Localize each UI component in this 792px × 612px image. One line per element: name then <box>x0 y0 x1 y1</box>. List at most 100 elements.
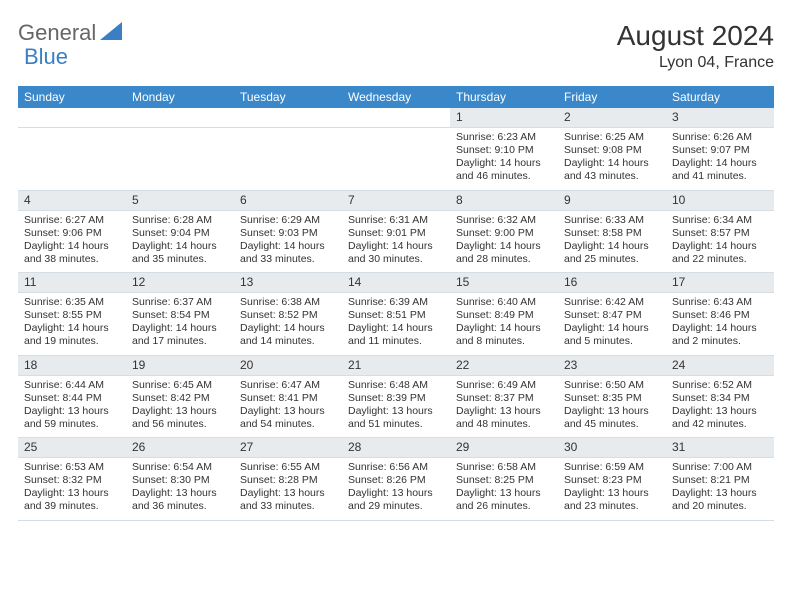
daylight-line: Daylight: 14 hours and 46 minutes. <box>456 157 552 183</box>
day-number-cell: 16 <box>558 273 666 293</box>
day-body-cell: Sunrise: 6:37 AMSunset: 8:54 PMDaylight:… <box>126 293 234 356</box>
day-number-cell: 1 <box>450 108 558 128</box>
sunset-line: Sunset: 8:28 PM <box>240 474 336 487</box>
sunrise-line: Sunrise: 6:54 AM <box>132 461 228 474</box>
weekday-header: Sunday <box>18 86 126 108</box>
day-body-cell: Sunrise: 6:53 AMSunset: 8:32 PMDaylight:… <box>18 458 126 521</box>
daylight-line: Daylight: 14 hours and 30 minutes. <box>348 240 444 266</box>
daylight-line: Daylight: 13 hours and 54 minutes. <box>240 405 336 431</box>
day-body-cell: Sunrise: 6:40 AMSunset: 8:49 PMDaylight:… <box>450 293 558 356</box>
calendar-table: Sunday Monday Tuesday Wednesday Thursday… <box>18 86 774 521</box>
sunset-line: Sunset: 8:52 PM <box>240 309 336 322</box>
sunrise-line: Sunrise: 6:50 AM <box>564 379 660 392</box>
day-number-cell: 23 <box>558 355 666 375</box>
daylight-line: Daylight: 14 hours and 22 minutes. <box>672 240 768 266</box>
sunset-line: Sunset: 8:25 PM <box>456 474 552 487</box>
daylight-line: Daylight: 13 hours and 33 minutes. <box>240 487 336 513</box>
sunrise-line: Sunrise: 6:33 AM <box>564 214 660 227</box>
day-body-cell: Sunrise: 6:48 AMSunset: 8:39 PMDaylight:… <box>342 375 450 438</box>
sunset-line: Sunset: 8:21 PM <box>672 474 768 487</box>
sunrise-line: Sunrise: 6:31 AM <box>348 214 444 227</box>
sunset-line: Sunset: 8:47 PM <box>564 309 660 322</box>
daylight-line: Daylight: 14 hours and 35 minutes. <box>132 240 228 266</box>
day-body-cell: Sunrise: 6:59 AMSunset: 8:23 PMDaylight:… <box>558 458 666 521</box>
logo-text-blue: Blue <box>24 44 68 70</box>
day-number-cell: 8 <box>450 190 558 210</box>
sunrise-line: Sunrise: 6:52 AM <box>672 379 768 392</box>
day-body-cell: Sunrise: 6:28 AMSunset: 9:04 PMDaylight:… <box>126 210 234 273</box>
daylight-line: Daylight: 14 hours and 43 minutes. <box>564 157 660 183</box>
day-number-cell: 28 <box>342 438 450 458</box>
weekday-header: Wednesday <box>342 86 450 108</box>
day-number-cell: 22 <box>450 355 558 375</box>
day-number-cell <box>126 108 234 128</box>
day-number-cell: 2 <box>558 108 666 128</box>
sunrise-line: Sunrise: 6:35 AM <box>24 296 120 309</box>
daylight-line: Daylight: 13 hours and 29 minutes. <box>348 487 444 513</box>
weekday-header: Saturday <box>666 86 774 108</box>
sunrise-line: Sunrise: 6:32 AM <box>456 214 552 227</box>
day-number-cell: 14 <box>342 273 450 293</box>
daylight-line: Daylight: 14 hours and 17 minutes. <box>132 322 228 348</box>
daynum-row: 123 <box>18 108 774 128</box>
day-number-cell: 17 <box>666 273 774 293</box>
sunrise-line: Sunrise: 6:47 AM <box>240 379 336 392</box>
day-body-cell: Sunrise: 6:29 AMSunset: 9:03 PMDaylight:… <box>234 210 342 273</box>
sunset-line: Sunset: 8:55 PM <box>24 309 120 322</box>
day-number-cell: 15 <box>450 273 558 293</box>
sunset-line: Sunset: 8:23 PM <box>564 474 660 487</box>
day-number-cell: 9 <box>558 190 666 210</box>
sunrise-line: Sunrise: 6:29 AM <box>240 214 336 227</box>
daylight-line: Daylight: 13 hours and 59 minutes. <box>24 405 120 431</box>
sunset-line: Sunset: 9:00 PM <box>456 227 552 240</box>
day-number-cell: 11 <box>18 273 126 293</box>
sunrise-line: Sunrise: 6:28 AM <box>132 214 228 227</box>
day-body-cell: Sunrise: 6:54 AMSunset: 8:30 PMDaylight:… <box>126 458 234 521</box>
sunrise-line: Sunrise: 6:56 AM <box>348 461 444 474</box>
day-number-cell: 27 <box>234 438 342 458</box>
day-body-cell <box>234 128 342 191</box>
sunset-line: Sunset: 8:58 PM <box>564 227 660 240</box>
day-body-cell: Sunrise: 6:55 AMSunset: 8:28 PMDaylight:… <box>234 458 342 521</box>
sunset-line: Sunset: 8:44 PM <box>24 392 120 405</box>
day-number-cell: 4 <box>18 190 126 210</box>
day-body-cell: Sunrise: 6:47 AMSunset: 8:41 PMDaylight:… <box>234 375 342 438</box>
daynum-row: 45678910 <box>18 190 774 210</box>
sunset-line: Sunset: 8:54 PM <box>132 309 228 322</box>
day-number-cell: 12 <box>126 273 234 293</box>
day-body-cell <box>18 128 126 191</box>
day-body-cell: Sunrise: 6:34 AMSunset: 8:57 PMDaylight:… <box>666 210 774 273</box>
sunrise-line: Sunrise: 6:25 AM <box>564 131 660 144</box>
sunrise-line: Sunrise: 6:58 AM <box>456 461 552 474</box>
daylight-line: Daylight: 13 hours and 20 minutes. <box>672 487 768 513</box>
day-body-cell: Sunrise: 6:43 AMSunset: 8:46 PMDaylight:… <box>666 293 774 356</box>
sunset-line: Sunset: 8:42 PM <box>132 392 228 405</box>
weekday-header: Friday <box>558 86 666 108</box>
weekday-header: Monday <box>126 86 234 108</box>
sunset-line: Sunset: 8:35 PM <box>564 392 660 405</box>
month-title: August 2024 <box>617 20 774 52</box>
daylight-line: Daylight: 13 hours and 42 minutes. <box>672 405 768 431</box>
day-body-cell: Sunrise: 6:31 AMSunset: 9:01 PMDaylight:… <box>342 210 450 273</box>
sunset-line: Sunset: 9:06 PM <box>24 227 120 240</box>
day-body-cell: Sunrise: 6:25 AMSunset: 9:08 PMDaylight:… <box>558 128 666 191</box>
day-body-cell: Sunrise: 6:32 AMSunset: 9:00 PMDaylight:… <box>450 210 558 273</box>
sunset-line: Sunset: 9:04 PM <box>132 227 228 240</box>
daybody-row: Sunrise: 6:35 AMSunset: 8:55 PM Daylight:… <box>18 293 774 356</box>
daylight-line: Daylight: 14 hours and 2 minutes. <box>672 322 768 348</box>
sunrise-line: Sunrise: 6:26 AM <box>672 131 768 144</box>
sunrise-line: Sunrise: 7:00 AM <box>672 461 768 474</box>
day-body-cell: Sunrise: 6:58 AMSunset: 8:25 PMDaylight:… <box>450 458 558 521</box>
sunset-line: Sunset: 8:51 PM <box>348 309 444 322</box>
weekday-header: Tuesday <box>234 86 342 108</box>
daybody-row: Sunrise: 6:27 AMSunset: 9:06 PMDaylight:… <box>18 210 774 273</box>
day-number-cell: 29 <box>450 438 558 458</box>
title-block: August 2024 Lyon 04, France <box>617 20 774 72</box>
sunset-line: Sunset: 8:37 PM <box>456 392 552 405</box>
day-body-cell: Sunrise: 6:35 AMSunset: 8:55 PMDaylight:… <box>18 293 126 356</box>
day-body-cell: Sunrise: 6:49 AMSunset: 8:37 PMDaylight:… <box>450 375 558 438</box>
sunset-line: Sunset: 9:01 PM <box>348 227 444 240</box>
sunset-line: Sunset: 8:30 PM <box>132 474 228 487</box>
sunrise-line: Sunrise: 6:40 AM <box>456 296 552 309</box>
sunrise-line: Sunrise: 6:42 AM <box>564 296 660 309</box>
